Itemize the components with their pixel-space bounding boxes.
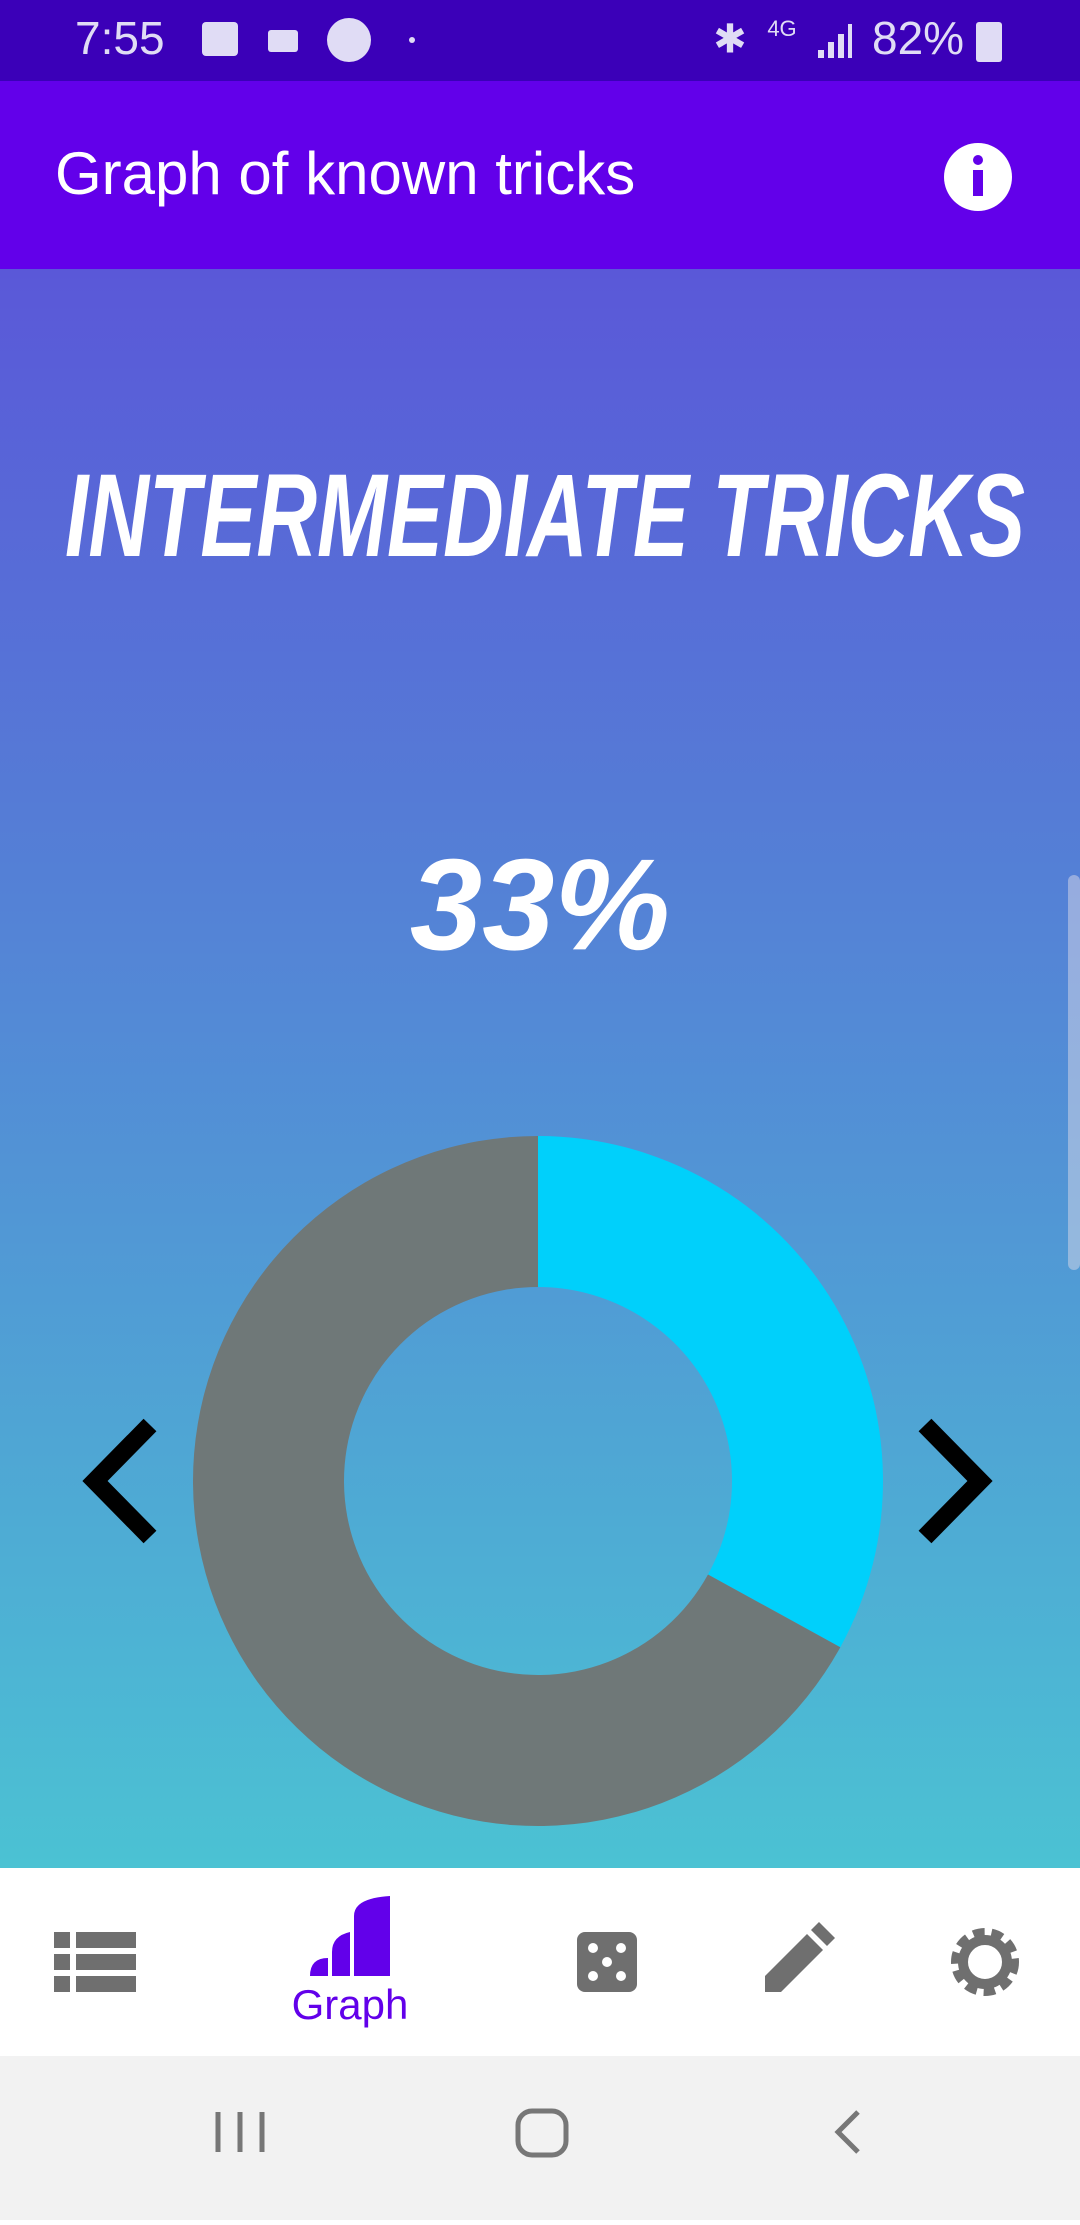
- gallery-icon: [202, 22, 238, 56]
- graph-icon: [310, 1896, 390, 1976]
- settings-ring: [958, 1935, 1012, 1989]
- dice-tab[interactable]: [577, 1932, 637, 1992]
- bottom-nav: [0, 1868, 1080, 2056]
- list-icon: [54, 1954, 70, 1970]
- list-icon: [54, 1976, 70, 1992]
- list-icon: [54, 1932, 70, 1948]
- content-background: [0, 269, 1080, 1868]
- graph-tab[interactable]: Graph: [292, 1896, 409, 2028]
- dot: [409, 37, 415, 43]
- app-title: Graph of known tricks: [55, 140, 635, 207]
- network-type: 4G: [767, 16, 796, 41]
- donut-chart: [193, 1136, 884, 1826]
- graph-tab-label: Graph: [292, 1981, 409, 2028]
- edit-tab[interactable]: [765, 1922, 835, 1992]
- donut-segment: [538, 1136, 884, 1648]
- back-button[interactable]: [834, 2110, 860, 2154]
- list-icon: [76, 1976, 136, 1992]
- system-nav: [0, 2056, 1080, 2220]
- spotify-icon: [327, 18, 371, 62]
- app-bar: [0, 81, 1080, 269]
- home-button[interactable]: [515, 2108, 569, 2158]
- bluetooth-icon: ✱: [713, 18, 747, 62]
- dice-pips: [588, 1943, 626, 1981]
- info-dot: [973, 155, 983, 165]
- info-stem: [973, 170, 983, 196]
- recents-button[interactable]: [215, 2112, 265, 2152]
- list-tab[interactable]: [54, 1932, 136, 1992]
- info-button[interactable]: [944, 143, 1012, 211]
- chart-title: INTERMEDIATE TRICKS: [65, 450, 1025, 582]
- next-arrow[interactable]: [918, 1418, 993, 1544]
- list-icon: [76, 1932, 136, 1948]
- video-icon: [268, 30, 298, 52]
- previous-arrow[interactable]: [82, 1418, 157, 1544]
- edge-handle: [1068, 875, 1080, 1270]
- donut-segment: [193, 1136, 841, 1826]
- signal-icon: [818, 24, 852, 58]
- list-icon: [76, 1954, 136, 1970]
- percent-label: 33%: [410, 831, 670, 977]
- battery-icon: [976, 22, 1002, 62]
- status-bar: [0, 0, 1080, 81]
- settings-tab[interactable]: [951, 1928, 1019, 1996]
- status-time: 7:55: [75, 12, 165, 64]
- battery-level: 82%: [872, 12, 964, 64]
